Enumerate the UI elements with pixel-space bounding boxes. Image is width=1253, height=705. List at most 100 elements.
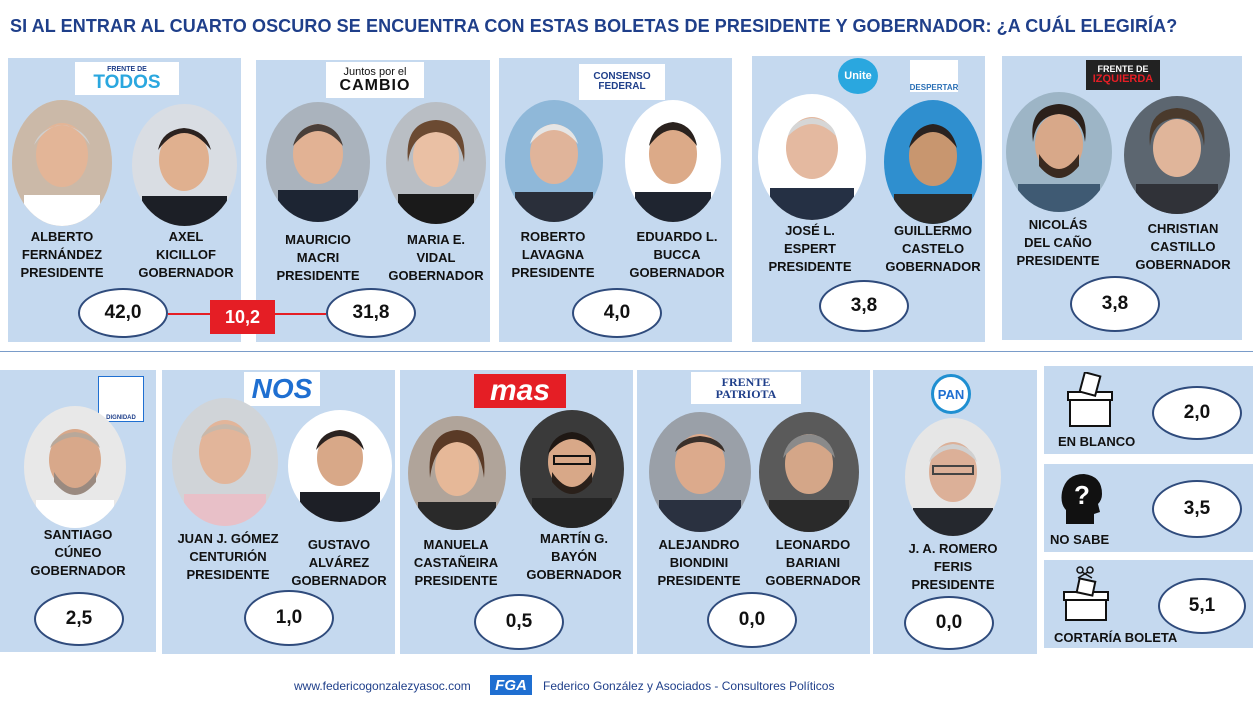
- option-en-blanco: EN BLANCO: [1044, 366, 1253, 454]
- candidate-name: MARTÍN G. BAYÓN GOBERNADOR: [518, 530, 630, 584]
- candidate-photo-romero-feris: [905, 418, 1001, 536]
- candidate-photo-maria-vidal: [386, 102, 486, 224]
- name-line: CASTAÑEIRA: [413, 555, 499, 570]
- footer-company: Federico González y Asociados - Consulto…: [543, 679, 835, 693]
- candidate-name: GUSTAVO ALVÁREZ GOBERNADOR: [284, 536, 394, 590]
- name-line: BIONDINI: [669, 555, 729, 570]
- candidate-name: J. A. ROMERO FERIS PRESIDENTE: [889, 540, 1017, 594]
- logo-line: CAMBIO: [339, 76, 411, 94]
- name-line: CHRISTIAN: [1147, 221, 1219, 236]
- candidate-name: JUAN J. GÓMEZ CENTURIÓN PRESIDENTE: [168, 530, 288, 584]
- name-line: ESPERT: [783, 241, 836, 256]
- ballot-unite-despertar: Unite DESPERTAR JOSÉ L. ESPERT PRESIDENTE …: [752, 56, 985, 342]
- candidate-name: CHRISTIAN CASTILLO GOBERNADOR: [1126, 220, 1240, 274]
- name-line: FERIS: [933, 559, 973, 574]
- name-line: CENTURIÓN: [189, 549, 267, 564]
- candidate-name: ROBERTO LAVAGNA PRESIDENTE: [501, 228, 605, 282]
- name-line: GOBERNADOR: [388, 268, 484, 283]
- nos-logo: NOS: [244, 372, 320, 406]
- vote-percentage: 5,1: [1158, 578, 1246, 634]
- logo-line: Juntos por el: [343, 65, 407, 78]
- name-line: ROBERTO: [520, 229, 586, 244]
- name-line: PRESIDENTE: [768, 259, 852, 274]
- vote-percentage: 4,0: [572, 288, 662, 338]
- footer-url[interactable]: www.federicogonzalezyasoc.com: [294, 679, 471, 693]
- vote-percentage: 3,8: [819, 280, 909, 332]
- name-line: CÚNEO: [54, 545, 102, 560]
- candidate-name: EDUARDO L. BUCCA GOBERNADOR: [623, 228, 731, 282]
- vote-percentage: 0,0: [707, 592, 797, 648]
- difference-badge: 10,2: [210, 300, 275, 334]
- candidate-name: MANUELA CASTAÑEIRA PRESIDENTE: [404, 536, 508, 590]
- vote-percentage: 0,5: [474, 594, 564, 650]
- vote-percentage: 2,5: [34, 592, 124, 646]
- name-line: PRESIDENTE: [511, 265, 595, 280]
- candidate-photo-gustavo-alvarez: [288, 410, 392, 522]
- name-line: CASTILLO: [1150, 239, 1216, 254]
- candidate-name: MARIA E. VIDAL GOBERNADOR: [384, 231, 488, 285]
- name-line: NICOLÁS: [1028, 217, 1088, 232]
- name-line: MANUELA: [423, 537, 489, 552]
- name-line: GOBERNADOR: [526, 567, 622, 582]
- ballot-box-icon: [1067, 372, 1113, 427]
- logo-line: IZQUIERDA: [1092, 73, 1154, 85]
- candidate-name: JOSÉ L. ESPERT PRESIDENTE: [756, 222, 864, 276]
- vote-percentage: 1,0: [244, 590, 334, 646]
- name-line: ALVÁREZ: [308, 555, 370, 570]
- svg-text:?: ?: [1074, 480, 1090, 510]
- despertar-logo: DESPERTAR: [910, 60, 958, 92]
- candidate-photo-leonardo-bariani: [759, 412, 859, 532]
- vote-percentage: 3,5: [1152, 480, 1242, 538]
- name-line: GUILLERMO: [894, 223, 972, 238]
- candidate-name: GUILLERMO CASTELO GOBERNADOR: [880, 222, 986, 276]
- candidate-name: MAURICIO MACRI PRESIDENTE: [262, 231, 374, 285]
- candidate-photo-martin-bayon: [520, 410, 624, 528]
- name-line: BAYÓN: [551, 549, 597, 564]
- fga-logo: FGA: [490, 675, 532, 695]
- vote-percentage: 0,0: [904, 596, 994, 650]
- name-line: LAVAGNA: [521, 247, 585, 262]
- candidate-photo-alberto-fernandez: [12, 100, 112, 226]
- candidate-photo-roberto-lavagna: [505, 100, 603, 222]
- candidate-name: SANTIAGO CÚNEO GOBERNADOR: [18, 526, 138, 580]
- candidate-photo-christian-castillo: [1124, 96, 1230, 214]
- candidate-photo-mauricio-macri: [266, 102, 370, 222]
- vote-percentage: 31,8: [326, 288, 416, 338]
- name-line: PRESIDENTE: [911, 577, 995, 592]
- name-line: PRESIDENTE: [276, 268, 360, 283]
- row-divider: [0, 351, 1253, 352]
- logo-line: FRENTE: [721, 375, 771, 389]
- candidate-photo-alejandro-biondini: [649, 412, 751, 532]
- name-line: GOBERNADOR: [1135, 257, 1231, 272]
- difference-line-right: [275, 313, 326, 315]
- name-line: GOBERNADOR: [138, 265, 234, 280]
- mas-logo: mas: [474, 374, 566, 408]
- name-line: GOBERNADOR: [629, 265, 725, 280]
- logo-line: FRENTE DE: [107, 65, 147, 73]
- candidate-name: LEONARDO BARIANI GOBERNADOR: [757, 536, 869, 590]
- logo-line: PATRIOTA: [715, 387, 777, 401]
- name-line: BUCCA: [653, 247, 701, 262]
- candidate-photo-jose-espert: [758, 94, 866, 220]
- name-line: PRESIDENTE: [1016, 253, 1100, 268]
- option-label: NO SABE: [1050, 532, 1110, 547]
- name-line: EDUARDO L.: [636, 229, 718, 244]
- option-label: CORTARÍA BOLETA: [1054, 630, 1178, 645]
- name-line: MARTÍN G.: [540, 531, 608, 546]
- candidate-photo-manuela-castaneira: [408, 416, 506, 530]
- page-title: SI AL ENTRAR AL CUARTO OSCURO SE ENCUENT…: [10, 16, 1178, 36]
- question-head-icon: ?: [1061, 474, 1102, 524]
- name-line: VIDAL: [416, 250, 456, 265]
- name-line: SANTIAGO: [43, 527, 113, 542]
- frente-de-izquierda-logo: FRENTE DE IZQUIERDA: [1086, 60, 1160, 90]
- name-line: PRESIDENTE: [657, 573, 741, 588]
- candidate-photo-eduardo-bucca: [625, 100, 721, 222]
- dignidad-logo: DIGNIDAD: [98, 376, 144, 422]
- name-line: JOSÉ L.: [785, 223, 835, 238]
- candidate-name: ALBERTO FERNÁNDEZ PRESIDENTE: [10, 228, 114, 282]
- ballot-pan: PAN J. A. ROMERO FERIS PRESIDENTE: [873, 370, 1037, 654]
- candidate-photo-santiago-cuneo: [24, 406, 126, 528]
- name-line: J. A. ROMERO: [908, 541, 998, 556]
- name-line: ALBERTO: [30, 229, 94, 244]
- candidate-name: AXEL KICILLOF GOBERNADOR: [130, 228, 242, 282]
